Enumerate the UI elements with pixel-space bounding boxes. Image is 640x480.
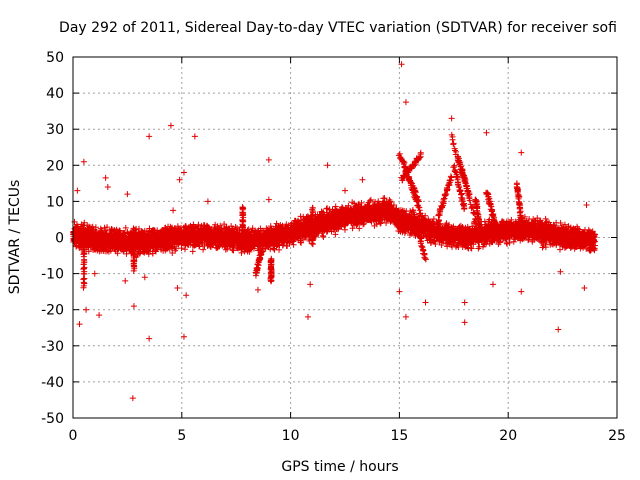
data-point <box>320 234 327 241</box>
y-tick-label: -40 <box>41 375 64 391</box>
data-point <box>204 223 211 230</box>
data-point <box>230 247 237 254</box>
y-tick-label: 0 <box>55 231 64 247</box>
data-point <box>178 245 185 252</box>
y-tick-labels: -50 -40 -30 -20 -10 0 10 20 30 40 50 <box>41 50 64 427</box>
x-tick-label: 20 <box>499 428 517 444</box>
data-point <box>181 246 188 253</box>
data-point <box>122 224 129 231</box>
data-point <box>216 243 223 250</box>
data-points <box>70 61 599 402</box>
y-tick-label: -50 <box>41 411 64 427</box>
data-point <box>349 225 356 232</box>
data-point <box>332 203 339 210</box>
data-point <box>200 246 207 253</box>
data-point <box>215 244 222 251</box>
y-tick-label: -10 <box>41 267 64 283</box>
data-point <box>195 221 202 228</box>
data-point <box>121 229 128 236</box>
data-point <box>232 224 239 231</box>
data-point <box>332 231 339 238</box>
y-tick-label: 40 <box>46 86 64 102</box>
y-tick-label: -20 <box>41 303 64 319</box>
data-point <box>189 248 196 255</box>
y-tick-label: 30 <box>46 122 64 138</box>
x-tick-label: 15 <box>390 428 408 444</box>
y-tick-label: -30 <box>41 339 64 355</box>
x-tick-label: 25 <box>608 428 626 444</box>
y-tick-label: 20 <box>46 158 64 174</box>
data-point <box>104 224 111 231</box>
x-tick-label: 10 <box>282 428 300 444</box>
gridlines <box>73 57 617 418</box>
x-tick-labels: 0 5 10 15 20 25 <box>69 428 626 444</box>
data-point <box>107 230 114 237</box>
x-tick-label: 0 <box>69 428 78 444</box>
data-point <box>102 227 109 234</box>
data-point <box>342 226 349 233</box>
x-tick-label: 5 <box>177 428 186 444</box>
chart-title: Day 292 of 2011, Sidereal Day-to-day VTE… <box>59 20 617 36</box>
data-point <box>145 251 152 258</box>
data-point <box>92 224 99 231</box>
data-point <box>323 205 330 212</box>
data-point <box>85 248 92 255</box>
data-point <box>97 225 104 232</box>
data-point <box>468 245 475 252</box>
data-point <box>173 245 180 252</box>
y-tick-label: 50 <box>46 50 64 66</box>
y-tick-label: 10 <box>46 194 64 210</box>
